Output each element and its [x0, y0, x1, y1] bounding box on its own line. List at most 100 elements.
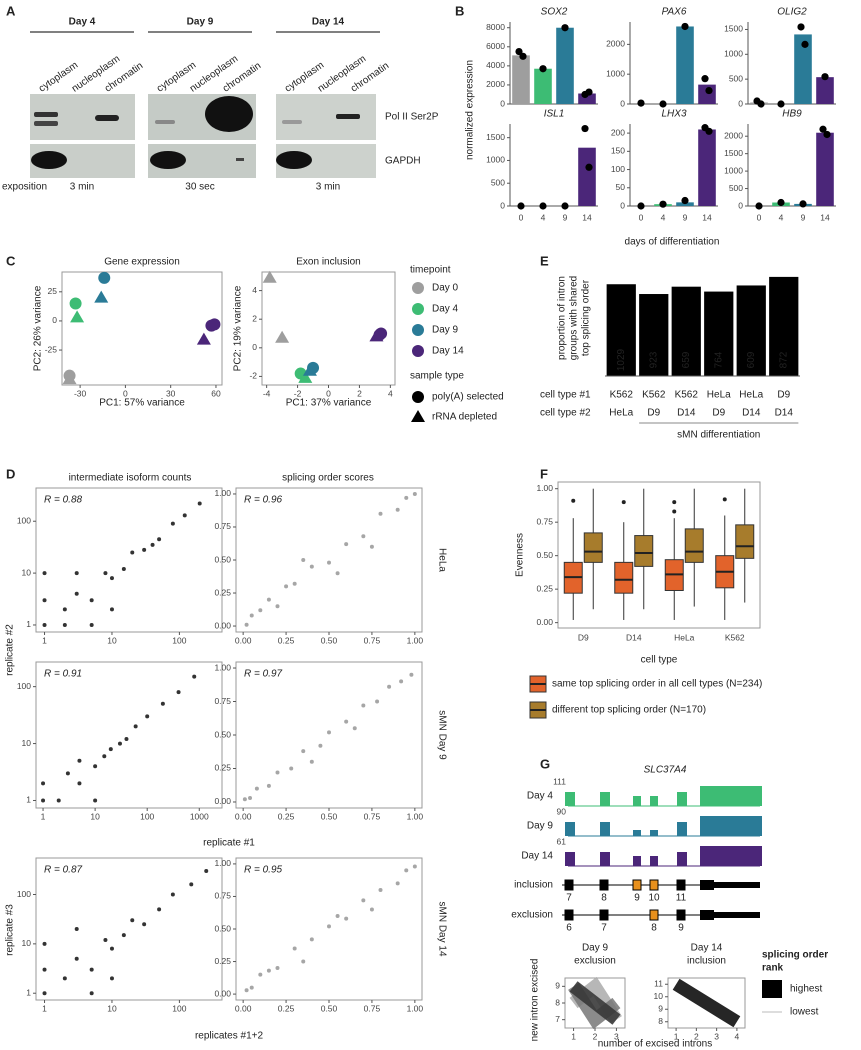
y-tick-label: 0.75	[536, 516, 553, 526]
y-tick-label: 25	[48, 286, 58, 296]
bar	[698, 84, 716, 104]
legend-swatch	[412, 282, 424, 294]
track-max: 90	[557, 806, 567, 816]
y-tick-label: 6000	[486, 41, 505, 51]
plot-title: Exon inclusion	[296, 257, 360, 268]
count-label: 1029	[616, 348, 627, 371]
x-tick-label: 0.25	[278, 1003, 295, 1013]
point	[74, 571, 79, 576]
y-tick-label: 0.50	[214, 729, 231, 739]
utr	[714, 912, 760, 918]
point	[275, 604, 280, 609]
gene-name: SOX2	[541, 7, 568, 18]
y-axis-label: replicate #3	[5, 904, 16, 956]
point	[62, 622, 67, 627]
outlier	[722, 497, 727, 502]
panel-label: G	[540, 756, 550, 771]
point	[659, 100, 667, 108]
y-tick-label: 9	[555, 981, 560, 991]
outlier	[621, 500, 626, 505]
gene-name: LHX3	[661, 109, 686, 120]
exposition-time: 3 min	[316, 182, 340, 193]
point	[56, 798, 61, 803]
exon	[676, 879, 686, 891]
plot-frame	[35, 857, 223, 1001]
x-tick-label: 30	[166, 388, 176, 398]
y-tick-label: 1.00	[214, 488, 231, 498]
box	[634, 535, 654, 567]
y-tick-label: 4	[252, 285, 257, 295]
point	[309, 564, 314, 569]
point	[797, 23, 805, 31]
point	[65, 771, 70, 776]
y-tick-label: 7	[555, 1014, 560, 1024]
y-tick-label: 1000	[606, 68, 625, 78]
coverage	[650, 856, 658, 866]
legend-label: lowest	[790, 1007, 819, 1018]
bar	[639, 294, 669, 376]
point	[103, 937, 108, 942]
point	[109, 607, 114, 612]
legend-label: Day 14	[432, 346, 464, 357]
y-tick-label: 0	[500, 98, 505, 108]
point	[309, 759, 314, 764]
y-tick-label: 0.00	[214, 796, 231, 806]
count-label: 923	[648, 351, 659, 368]
point	[298, 370, 313, 383]
point	[705, 127, 713, 135]
track-name: Day 4	[527, 791, 554, 802]
point	[289, 766, 294, 771]
legend-swatch	[412, 324, 424, 336]
point	[41, 781, 46, 786]
point	[258, 972, 263, 977]
blot-label: GAPDH	[385, 156, 421, 167]
point	[70, 310, 85, 323]
point	[375, 699, 380, 704]
x-tick-label: 0	[757, 212, 762, 222]
y-tick-label: 2000	[724, 130, 743, 140]
point	[242, 797, 247, 802]
exon	[564, 879, 574, 891]
legend-title: timepoint	[410, 265, 451, 276]
panel-label: A	[6, 3, 16, 18]
x-axis-label: number of excised introns	[598, 1039, 713, 1050]
y-axis-label: PC2: 26% variance	[33, 285, 44, 371]
point	[196, 332, 211, 345]
point	[539, 202, 547, 210]
x-tick-label: 4	[388, 388, 393, 398]
y-tick-label: 1000	[486, 155, 505, 165]
rank-path	[672, 978, 741, 1028]
coverage	[700, 816, 762, 836]
point	[561, 24, 569, 32]
x-tick-label: 0.75	[364, 635, 381, 645]
coverage	[565, 792, 575, 806]
y-tick-label: 0	[252, 342, 257, 352]
bar	[676, 26, 694, 105]
track-max: 111	[553, 776, 566, 786]
point	[335, 571, 340, 576]
y-tick-label: 0	[52, 315, 57, 325]
x-tick-label: -4	[263, 388, 271, 398]
exon	[676, 909, 686, 921]
point	[561, 202, 569, 210]
y-tick-label: 10	[22, 738, 32, 748]
point	[89, 598, 94, 603]
y-tick-label: 0.75	[214, 696, 231, 706]
panel-label: C	[6, 253, 16, 268]
point	[249, 985, 254, 990]
x-tick-label: 14	[702, 212, 712, 222]
y-tick-label: 100	[17, 515, 31, 525]
cell-type-1: K562	[642, 390, 666, 401]
point	[103, 571, 108, 576]
point	[539, 65, 547, 73]
point	[701, 75, 709, 83]
x-tick-label: 1	[42, 635, 47, 645]
bar	[794, 34, 812, 105]
point	[344, 719, 349, 724]
point	[157, 907, 162, 912]
exon	[632, 879, 642, 891]
point	[318, 743, 323, 748]
bar	[606, 284, 636, 376]
point	[176, 690, 181, 695]
y-tick-label: 0.00	[536, 617, 553, 627]
